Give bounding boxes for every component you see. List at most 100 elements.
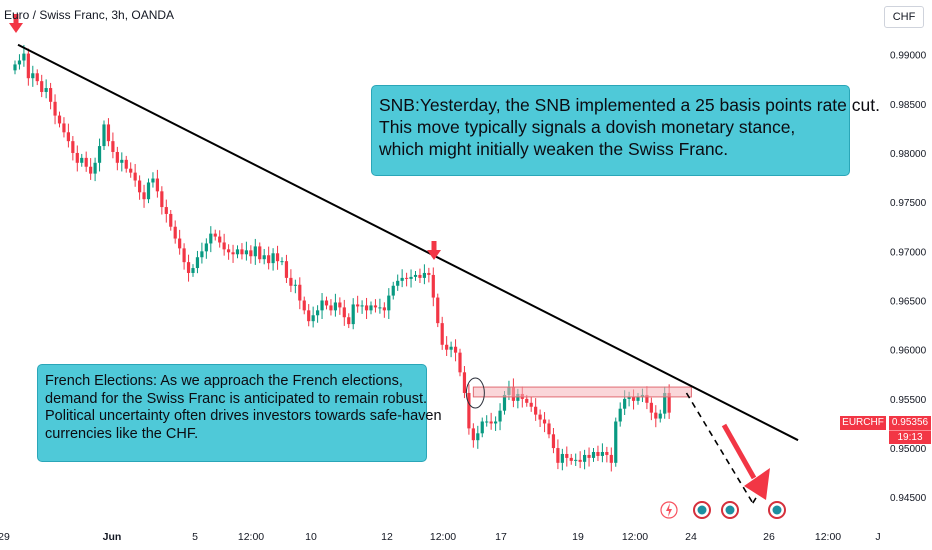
candle-body: [600, 451, 604, 456]
price-axis[interactable]: 0.99000 0.98500 0.98000 0.97500 0.97000 0.965…: [890, 51, 927, 505]
candle-body: [240, 249, 244, 255]
price-tick-label: 0.94500: [890, 493, 927, 504]
candle-body: [440, 323, 444, 345]
time-axis[interactable]: 29 Jun 5 12:00 10 12 12:00 17 19 12:00 24 26 12:00 J: [0, 531, 881, 543]
candle-body: [614, 421, 618, 463]
candle-body: [133, 172, 137, 181]
candle-body: [556, 448, 560, 463]
candle-body: [396, 280, 400, 286]
currency-button[interactable]: CHF: [884, 6, 924, 28]
candle-body: [111, 141, 115, 152]
forecast-arrow-head: [744, 468, 770, 500]
candle-body: [120, 159, 124, 163]
french-note-line: Political uncertainty often drives inves…: [45, 408, 442, 424]
time-tick-label: 12:00: [815, 531, 841, 543]
candle-body: [209, 233, 213, 244]
touch-arrow: [9, 23, 23, 33]
candle-body: [142, 192, 146, 200]
price-tick-label: 0.99000: [890, 51, 927, 62]
candle-body: [71, 141, 75, 153]
touch-arrow: [431, 241, 437, 251]
candle-body: [49, 88, 53, 102]
candle-body: [280, 261, 284, 263]
candle-body: [333, 302, 337, 311]
candle-body: [13, 64, 17, 71]
candle-body: [605, 451, 609, 455]
candle-body: [578, 459, 582, 462]
candle-body: [227, 249, 231, 253]
candle-body: [289, 277, 293, 286]
candle-body: [658, 413, 662, 419]
time-tick-label: 24: [685, 531, 697, 543]
candle-body: [275, 253, 280, 262]
candle-body: [106, 124, 111, 142]
candle-body: [631, 396, 636, 401]
snb-note[interactable]: SNB:Yesterday, the SNB implemented a 25 …: [371, 85, 880, 176]
candle-body: [26, 53, 30, 79]
projection-line: [685, 392, 754, 504]
candle-body: [262, 255, 266, 260]
candle-body: [347, 317, 351, 325]
candle-body: [623, 398, 627, 409]
candle-body: [75, 152, 79, 163]
candle-body: [462, 372, 467, 393]
candle-body: [427, 272, 431, 275]
candle-body: [591, 451, 596, 458]
candle-body: [320, 300, 324, 311]
time-tick-label: Jun: [103, 531, 122, 543]
candle-body: [547, 423, 551, 435]
candle-body: [284, 261, 289, 278]
candle-body: [191, 268, 195, 273]
candle-body: [529, 402, 533, 407]
time-tick-label: 19: [572, 531, 584, 543]
candle-body: [413, 274, 418, 277]
forecast-arrow-shaft: [721, 423, 757, 480]
candle-body: [316, 310, 320, 316]
candle-body: [373, 305, 378, 308]
candle-body: [329, 305, 333, 311]
candle-body: [498, 410, 502, 422]
candle-body: [569, 457, 573, 461]
candle-body: [551, 434, 556, 449]
french-note-line: demand for the Swiss Franc is anticipate…: [45, 390, 428, 407]
french-elections-note[interactable]: French Elections: As we approach the Fre…: [37, 364, 442, 462]
candle-body: [489, 421, 493, 424]
event-icon: [772, 505, 782, 515]
candle-body: [431, 274, 435, 298]
candle-body: [645, 394, 649, 403]
candle-body: [458, 352, 462, 373]
price-tick-label: 0.96500: [890, 297, 927, 308]
candle-body: [146, 182, 151, 200]
candle-body: [218, 236, 222, 243]
candle-body: [311, 315, 315, 322]
candle-body: [467, 392, 471, 429]
candle-body: [298, 284, 302, 301]
price-tick-label: 0.97000: [890, 247, 927, 258]
candle-body: [574, 459, 578, 461]
symbol-label: EURCHF: [840, 416, 886, 430]
candle-body: [449, 346, 453, 350]
candle-body: [480, 421, 484, 434]
price-tick-label: 0.95500: [890, 395, 927, 406]
candle-body: [485, 421, 489, 423]
candle-body: [494, 421, 498, 424]
candle-body: [542, 419, 547, 424]
candle-body: [560, 453, 564, 463]
candle-body: [235, 249, 240, 255]
candle-body: [129, 168, 133, 173]
candle-body: [53, 101, 57, 116]
candle-body: [649, 402, 653, 413]
candle-body: [195, 257, 200, 269]
bar-countdown-label: 19:13: [889, 430, 931, 444]
candle-body: [654, 412, 658, 419]
candle-body: [418, 274, 422, 278]
candle-body: [627, 396, 631, 399]
candle-body: [364, 305, 369, 311]
snb-note-line: SNB:Yesterday, the SNB implemented a 25 …: [379, 95, 880, 115]
candle-body: [453, 346, 458, 353]
candle-body: [338, 302, 342, 308]
candle-body: [351, 304, 355, 325]
snb-note-line: This move typically signals a dovish mon…: [379, 117, 796, 137]
candle-body: [253, 246, 257, 257]
